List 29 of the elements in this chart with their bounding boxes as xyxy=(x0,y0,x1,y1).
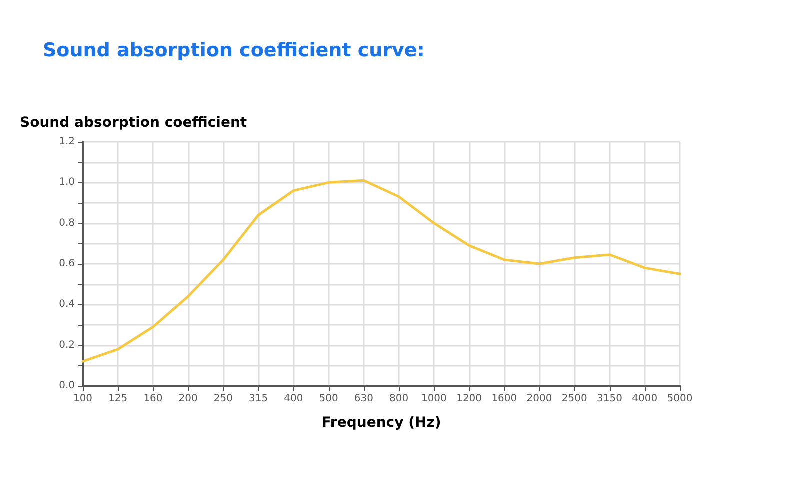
x-tick-label: 2500 xyxy=(562,394,588,404)
x-tick-label: 400 xyxy=(284,394,304,404)
x-tick-label: 315 xyxy=(249,394,268,404)
y-tick-label: 1.0 xyxy=(59,177,75,188)
x-tick-label: 3150 xyxy=(597,394,622,404)
y-tick-label: 0.8 xyxy=(59,218,75,229)
x-tick-label: 200 xyxy=(178,394,198,404)
x-tick-label: 1200 xyxy=(456,394,482,404)
y-tick-label: 0.4 xyxy=(59,299,75,310)
x-tick-label: 160 xyxy=(144,394,163,404)
x-tick-label: 500 xyxy=(319,394,338,404)
x-tick-label: 100 xyxy=(73,394,93,404)
x-tick-label: 800 xyxy=(390,394,409,404)
x-tick-label: 4000 xyxy=(632,394,658,404)
line-series xyxy=(82,179,682,363)
x-tick-label: 1000 xyxy=(421,394,447,404)
x-tick-label: 1600 xyxy=(492,394,518,404)
x-tick-label: 630 xyxy=(354,394,374,404)
y-tick-label: 1.2 xyxy=(59,136,75,148)
chart-title: Sound absorption coefficient curve: xyxy=(43,40,425,62)
x-tick-label: 125 xyxy=(108,394,128,404)
x-tick-label: 2000 xyxy=(526,394,552,404)
x-tick-label: 5000 xyxy=(667,394,693,404)
x-tick-label: 250 xyxy=(214,394,234,404)
y-tick-label: 0.2 xyxy=(59,340,75,351)
y-tick-label: 0.6 xyxy=(59,258,75,270)
y-axis-title: Sound absorption coefficient xyxy=(20,115,248,131)
x-axis-title: Frequency (Hz) xyxy=(322,415,442,431)
y-tick-label: 0.0 xyxy=(59,380,75,392)
